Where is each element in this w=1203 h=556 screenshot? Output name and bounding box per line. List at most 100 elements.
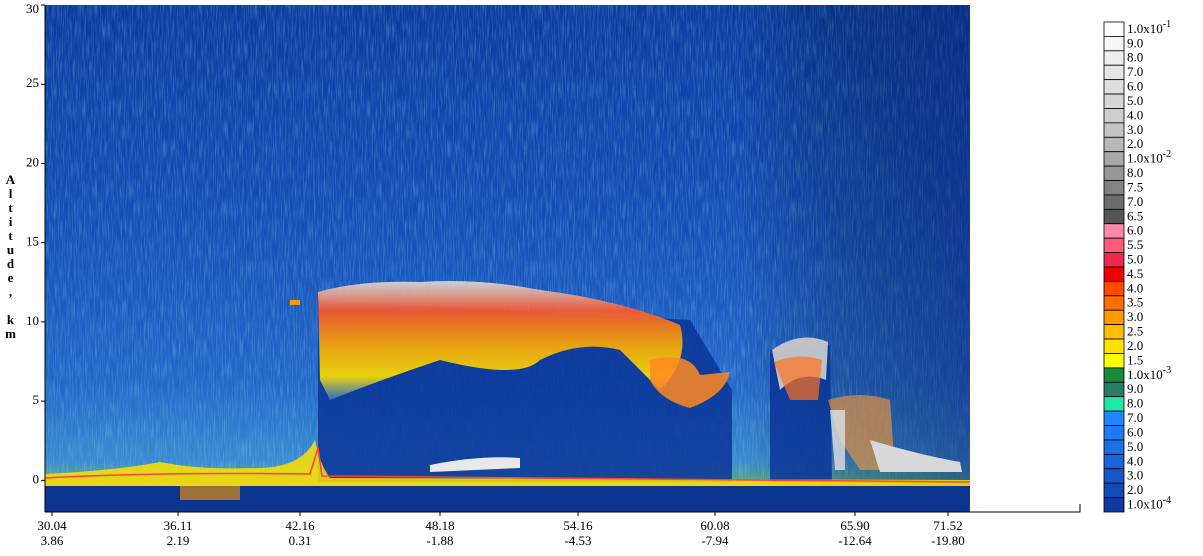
colorbar-swatch	[1104, 454, 1124, 468]
x-tick-label-lon: -4.53	[564, 533, 591, 548]
x-tick-label-lon: 0.31	[289, 533, 312, 548]
x-tick-label-lat: 60.08	[700, 518, 729, 533]
plot-image	[45, 5, 970, 512]
colorbar-label: 2.5	[1127, 324, 1143, 339]
colorbar-label: 3.0	[1127, 122, 1143, 137]
colorbar-swatch	[1104, 469, 1124, 483]
x-tick-label-lat: 71.52	[933, 518, 962, 533]
colorbar-label: 4.0	[1127, 107, 1143, 122]
colorbar-label: 2.0	[1127, 482, 1143, 497]
colorbar-swatch	[1104, 253, 1124, 267]
colorbar-label: 8.0	[1127, 165, 1143, 180]
colorbar-label: 2.0	[1127, 136, 1143, 151]
colorbar-swatch	[1104, 426, 1124, 440]
x-tick-label-lon: 3.86	[41, 533, 64, 548]
colorbar-label: 4.0	[1127, 453, 1143, 468]
colorbar-label: 7.0	[1127, 194, 1143, 209]
colorbar-label: 4.0	[1127, 280, 1143, 295]
colorbar-label: 5.0	[1127, 251, 1143, 266]
colorbar-label: 3.5	[1127, 295, 1143, 310]
colorbar-label: 8.0	[1127, 396, 1143, 411]
colorbar-swatch	[1104, 195, 1124, 209]
colorbar-swatch	[1104, 368, 1124, 382]
colorbar-label: 5.0	[1127, 439, 1143, 454]
colorbar-swatch	[1104, 166, 1124, 180]
colorbar-swatch	[1104, 310, 1124, 324]
y-tick-label: 20	[26, 154, 39, 169]
colorbar-swatch	[1104, 36, 1124, 50]
colorbar-label: 9.0	[1127, 35, 1143, 50]
colorbar-label: 6.0	[1127, 223, 1143, 238]
colorbar-label: 6.5	[1127, 208, 1143, 223]
colorbar-label: 1.5	[1127, 352, 1143, 367]
colorbar-label: 1.0x10	[1127, 367, 1163, 382]
colorbar-swatch	[1104, 325, 1124, 339]
x-tick-label-lon: -1.88	[426, 533, 453, 548]
colorbar-label: 9.0	[1127, 381, 1143, 396]
colorbar-swatch	[1104, 440, 1124, 454]
colorbar-label: 5.5	[1127, 237, 1143, 252]
colorbar-swatch	[1104, 382, 1124, 396]
colorbar-swatch	[1104, 267, 1124, 281]
colorbar-swatch	[1104, 238, 1124, 252]
y-tick-label: 5	[33, 392, 40, 407]
y-tick-label: 15	[26, 234, 39, 249]
colorbar-swatch	[1104, 65, 1124, 79]
colorbar-swatch	[1104, 51, 1124, 65]
colorbar-swatch	[1104, 281, 1124, 295]
page: 0 5 10 15 20 25 30 30.043.86 36.112.19 42.160.31 4…	[0, 0, 1203, 556]
colorbar-swatch	[1104, 209, 1124, 223]
y-tick-label: 0	[33, 471, 40, 486]
colorbar-swatch	[1104, 339, 1124, 353]
colorbar-label: 3.0	[1127, 309, 1143, 324]
colorbar-swatch	[1104, 108, 1124, 122]
colorbar-label: 1.0x10	[1127, 496, 1163, 511]
chart: 0 5 10 15 20 25 30 30.043.86 36.112.19 42.160.31 4…	[0, 0, 1203, 556]
x-tick-label-lon: 2.19	[167, 533, 190, 548]
colorbar-swatch	[1104, 224, 1124, 238]
colorbar-swatch	[1104, 123, 1124, 137]
colorbar-label: 1.0x10	[1127, 21, 1163, 36]
colorbar-swatch	[1104, 137, 1124, 151]
colorbar-label-exponent: -3	[1163, 365, 1171, 376]
colorbar-swatch	[1104, 22, 1124, 36]
colorbar-label: 4.5	[1127, 266, 1143, 281]
x-tick-label-lat: 65.90	[840, 518, 869, 533]
colorbar-swatch	[1104, 411, 1124, 425]
colorbar-label: 6.0	[1127, 79, 1143, 94]
colorbar-label: 3.0	[1127, 468, 1143, 483]
y-axis-label: Altitude, km	[4, 172, 17, 340]
colorbar-label: 5.0	[1127, 93, 1143, 108]
colorbar-label-exponent: -1	[1163, 19, 1171, 30]
colorbar-swatch	[1104, 397, 1124, 411]
colorbar-label: 8.0	[1127, 50, 1143, 65]
colorbar-swatch	[1104, 152, 1124, 166]
colorbar-swatch	[1104, 94, 1124, 108]
x-tick-label-lon: -12.64	[838, 533, 872, 548]
colorbar-label: 7.0	[1127, 64, 1143, 79]
colorbar-swatch	[1104, 498, 1124, 512]
colorbar-swatch	[1104, 80, 1124, 94]
colorbar-swatch	[1104, 483, 1124, 497]
colorbar-label: 2.0	[1127, 338, 1143, 353]
x-tick-label-lat: 48.18	[425, 518, 454, 533]
x-tick-label-lat: 54.16	[563, 518, 593, 533]
colorbar-label: 1.0x10	[1127, 151, 1163, 166]
y-tick-label: 25	[26, 75, 39, 90]
x-tick-label-lat: 30.04	[37, 518, 67, 533]
colorbar-label: 7.0	[1127, 410, 1143, 425]
x-tick-label-lon: -19.80	[931, 533, 965, 548]
x-tick-label-lon: -7.94	[701, 533, 729, 548]
colorbar-swatch	[1104, 353, 1124, 367]
x-tick-label-lat: 36.11	[164, 518, 193, 533]
y-tick-label: 30	[26, 1, 39, 16]
colorbar-swatch	[1104, 181, 1124, 195]
colorbar-label-exponent: -4	[1163, 495, 1171, 506]
y-tick-label: 10	[26, 313, 39, 328]
colorbar-swatch	[1104, 296, 1124, 310]
colorbar-label-exponent: -2	[1163, 149, 1171, 160]
colorbar-label: 7.5	[1127, 179, 1143, 194]
x-tick-label-lat: 42.16	[285, 518, 315, 533]
colorbar-label: 6.0	[1127, 424, 1143, 439]
axis-extension	[970, 504, 1080, 512]
